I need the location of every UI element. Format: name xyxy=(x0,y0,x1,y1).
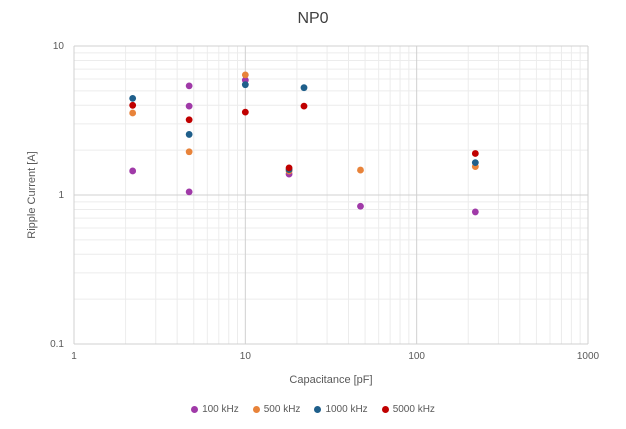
data-point xyxy=(285,164,293,172)
data-points xyxy=(129,71,479,216)
legend-marker xyxy=(314,406,322,413)
data-point xyxy=(129,94,137,102)
data-point xyxy=(185,148,193,156)
data-point xyxy=(241,71,249,79)
data-point xyxy=(471,150,479,157)
legend-item: 500 kHz xyxy=(252,404,301,415)
data-point xyxy=(185,131,193,138)
y-tick-label: 10 xyxy=(53,41,65,52)
data-point xyxy=(241,81,249,89)
x-axis-label: Capacitance [pF] xyxy=(289,374,372,386)
legend: 100 kHz 500 kHz 1000 kHz 5000 kHz xyxy=(0,404,626,415)
x-tick-label: 1000 xyxy=(577,351,600,362)
legend-item: 1000 kHz xyxy=(314,404,368,415)
data-point xyxy=(185,102,193,110)
series-1000-khz xyxy=(129,81,479,174)
data-point xyxy=(471,159,479,166)
legend-item: 100 kHz xyxy=(191,404,239,415)
x-tick-label: 10 xyxy=(240,351,252,362)
data-point xyxy=(185,188,193,196)
y-tick-label: 0.1 xyxy=(50,339,64,350)
x-tick-label: 100 xyxy=(408,351,425,362)
data-point xyxy=(185,116,193,124)
legend-label: 5000 kHz xyxy=(392,404,435,415)
data-point xyxy=(185,82,193,90)
chart-title: NP0 xyxy=(297,10,329,27)
tick-labels: 1 10 100 1000 0.1 1 10 xyxy=(50,41,599,362)
legend-item: 5000 kHz xyxy=(381,404,435,415)
data-point xyxy=(129,101,137,109)
y-tick-label: 1 xyxy=(58,190,64,201)
data-point xyxy=(300,84,308,92)
data-point xyxy=(241,108,249,116)
x-tick-label: 1 xyxy=(71,351,77,362)
legend-label: 500 kHz xyxy=(263,404,301,415)
data-point xyxy=(471,208,479,216)
legend-marker xyxy=(381,406,389,413)
legend-marker xyxy=(191,406,199,413)
legend-label: 1000 kHz xyxy=(325,404,368,415)
series-5000-khz xyxy=(129,101,479,172)
y-axis-label: Ripple Current [A] xyxy=(26,151,38,238)
legend-marker xyxy=(252,406,260,413)
data-point xyxy=(357,166,364,174)
data-point xyxy=(300,102,308,110)
grid xyxy=(73,45,589,345)
legend-label: 100 kHz xyxy=(202,404,239,415)
data-point xyxy=(129,109,137,117)
data-point xyxy=(129,167,137,175)
data-point xyxy=(357,202,364,210)
